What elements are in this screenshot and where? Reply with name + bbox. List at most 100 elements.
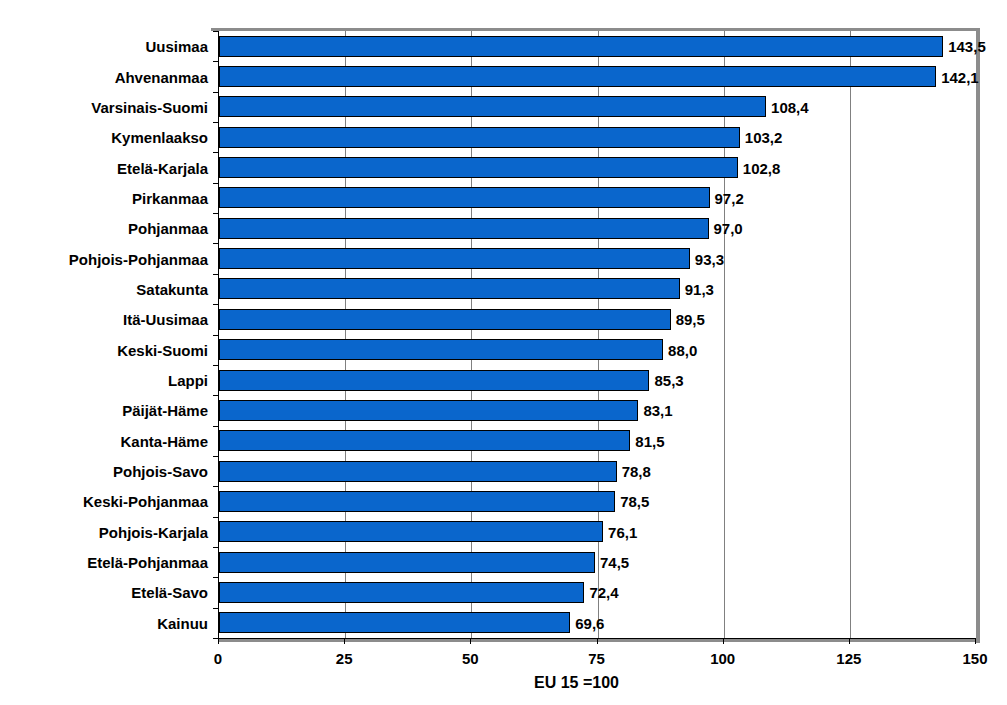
y-axis-tick [213,213,219,214]
category-label: Keski-Pohjanmaa [0,493,208,510]
y-axis-tick [213,31,219,32]
gridline [598,31,599,638]
category-label: Pohjois-Savo [0,463,208,480]
x-axis-tick [849,639,850,644]
bar-value-label: 108,4 [771,98,809,115]
plot-border-top [211,28,980,31]
bar [219,339,663,360]
category-label: Kymenlaakso [0,129,208,146]
category-label: Ahvenanmaa [0,68,208,85]
bar [219,552,595,573]
category-label: Päijät-Häme [0,402,208,419]
y-axis-tick [213,183,219,184]
bar [219,612,570,633]
y-axis-tick [213,304,219,305]
bar-chart: EU 15 =100 Uusimaa 143,5 Ahvenanmaa 142,1 Va… [0,0,1007,705]
gridline [345,31,346,638]
bar [219,66,936,87]
bar-value-label: 72,4 [589,584,618,601]
y-axis-tick [213,152,219,153]
y-axis-tick [213,547,219,548]
category-label: Varsinais-Suomi [0,98,208,115]
x-axis-title: EU 15 =100 [534,674,619,692]
category-label: Keski-Suomi [0,341,208,358]
x-axis-tick [723,639,724,644]
y-axis-tick [213,456,219,457]
bar [219,36,943,57]
y-axis-tick [213,608,219,609]
bar-value-label: 74,5 [600,554,629,571]
y-axis-tick [213,122,219,123]
category-label: Pohjois-Karjala [0,523,208,540]
bar [219,278,680,299]
category-label: Uusimaa [0,38,208,55]
bar [219,370,649,391]
category-label: Lappi [0,372,208,389]
bar [219,157,738,178]
bar [219,400,638,421]
plot-area [218,31,976,639]
x-axis-tick-label: 0 [214,650,222,667]
bar-value-label: 78,8 [622,463,651,480]
bar [219,187,710,208]
bar-value-label: 76,1 [608,523,637,540]
y-axis-tick [213,335,219,336]
x-axis-tick-label: 25 [336,650,353,667]
bar-value-label: 69,6 [575,614,604,631]
y-axis-tick [213,395,219,396]
bar-value-label: 142,1 [941,68,979,85]
bar-value-label: 78,5 [620,493,649,510]
gridline [850,31,851,638]
x-axis-tick-label: 125 [836,650,861,667]
x-axis-tick [344,639,345,644]
bar [219,430,630,451]
gridline [471,31,472,638]
category-label: Itä-Uusimaa [0,311,208,328]
bar-value-label: 88,0 [668,341,697,358]
bar-value-label: 97,0 [714,220,743,237]
y-axis-tick [213,365,219,366]
bar [219,96,766,117]
x-axis-tick-label: 100 [710,650,735,667]
bar-value-label: 103,2 [745,129,783,146]
y-axis-tick [213,426,219,427]
category-label: Pohjois-Pohjanmaa [0,250,208,267]
y-axis-tick [213,274,219,275]
bar-value-label: 81,5 [635,432,664,449]
plot-border-bottom [219,639,980,642]
category-label: Etelä-Karjala [0,159,208,176]
bar-value-label: 93,3 [695,250,724,267]
y-axis-tick [213,61,219,62]
category-label: Kainuu [0,614,208,631]
x-axis-tick-label: 75 [588,650,605,667]
plot-border-right [976,28,980,643]
y-axis-tick [213,517,219,518]
category-label: Pirkanmaa [0,189,208,206]
bar [219,461,617,482]
x-axis-tick-label: 150 [962,650,987,667]
x-axis-tick [218,639,219,644]
bar-value-label: 91,3 [685,280,714,297]
bar [219,309,671,330]
category-label: Satakunta [0,280,208,297]
bar [219,218,709,239]
bar-value-label: 97,2 [715,189,744,206]
bar [219,521,603,542]
category-label: Pohjanmaa [0,220,208,237]
bar-value-label: 85,3 [654,372,683,389]
y-axis-tick [213,486,219,487]
y-axis-tick [213,92,219,93]
category-label: Etelä-Savo [0,584,208,601]
bar-value-label: 102,8 [743,159,781,176]
bar [219,127,740,148]
x-axis-tick [975,639,976,644]
bar-value-label: 143,5 [948,38,986,55]
x-axis-tick [470,639,471,644]
category-label: Etelä-Pohjanmaa [0,554,208,571]
category-label: Kanta-Häme [0,432,208,449]
bar [219,582,584,603]
y-axis-tick [213,243,219,244]
gridline [724,31,725,638]
x-axis-tick-label: 50 [462,650,479,667]
x-axis-tick [597,639,598,644]
